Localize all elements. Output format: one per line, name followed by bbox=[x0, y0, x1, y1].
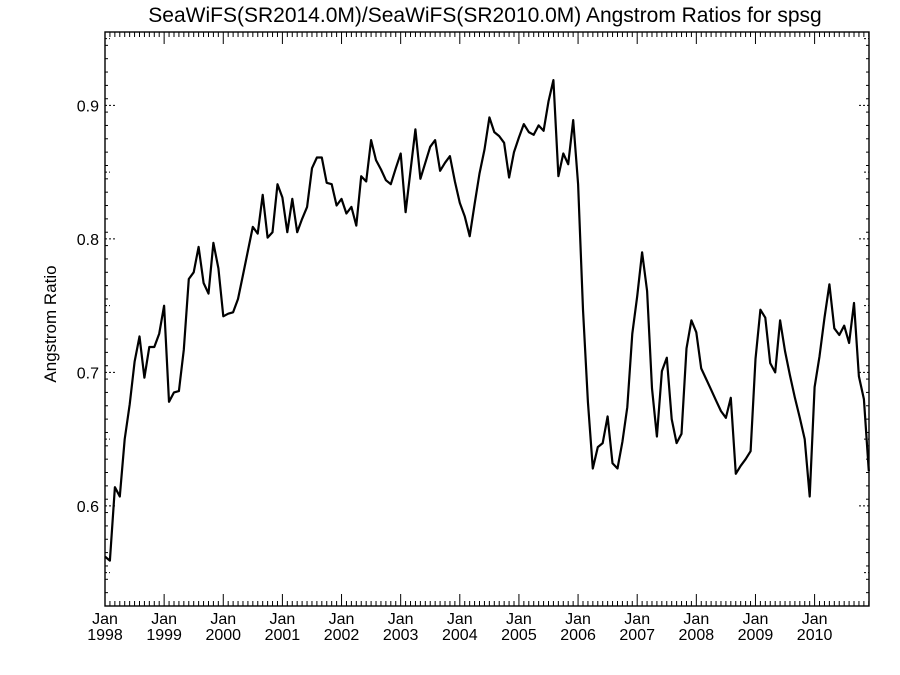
x-tick-year-label: 2005 bbox=[501, 627, 537, 644]
tick-layer bbox=[104, 31, 870, 607]
x-tick-year-label: 2008 bbox=[679, 627, 715, 644]
x-tick-month-label: Jan bbox=[447, 611, 473, 628]
x-tick-month-label: Jan bbox=[210, 611, 236, 628]
x-tick-year-label: 2002 bbox=[324, 627, 360, 644]
series-line-0 bbox=[104, 78, 870, 562]
x-tick-month-label: Jan bbox=[151, 611, 177, 628]
x-tick-month-label: Jan bbox=[388, 611, 414, 628]
plot-frame bbox=[104, 31, 870, 607]
y-axis-label: Angstrom Ratio bbox=[41, 265, 60, 382]
label-layer: 0.60.70.80.9Jan1998Jan1999Jan2000Jan2001… bbox=[77, 98, 833, 644]
x-tick-year-label: 2004 bbox=[442, 627, 478, 644]
x-tick-month-label: Jan bbox=[92, 611, 118, 628]
x-tick-year-label: 2009 bbox=[738, 627, 774, 644]
x-tick-year-label: 2003 bbox=[383, 627, 419, 644]
x-tick-year-label: 2001 bbox=[265, 627, 301, 644]
x-tick-month-label: Jan bbox=[506, 611, 532, 628]
x-tick-year-label: 2006 bbox=[560, 627, 596, 644]
x-tick-year-label: 2000 bbox=[205, 627, 241, 644]
x-tick-month-label: Jan bbox=[270, 611, 296, 628]
x-tick-year-label: 1998 bbox=[87, 627, 123, 644]
x-tick-month-label: Jan bbox=[565, 611, 591, 628]
x-tick-year-label: 1999 bbox=[146, 627, 182, 644]
x-tick-year-label: 2007 bbox=[619, 627, 655, 644]
x-tick-month-label: Jan bbox=[329, 611, 355, 628]
y-tick-label: 0.6 bbox=[77, 499, 99, 516]
series-layer bbox=[104, 78, 870, 562]
y-tick-label: 0.9 bbox=[77, 98, 99, 115]
x-tick-month-label: Jan bbox=[683, 611, 709, 628]
grid-layer bbox=[105, 38, 869, 574]
x-tick-month-label: Jan bbox=[802, 611, 828, 628]
x-tick-month-label: Jan bbox=[743, 611, 769, 628]
x-tick-month-label: Jan bbox=[624, 611, 650, 628]
y-tick-label: 0.8 bbox=[77, 232, 99, 249]
x-tick-year-label: 2010 bbox=[797, 627, 833, 644]
y-tick-label: 0.7 bbox=[77, 365, 99, 382]
chart-title: SeaWiFS(SR2014.0M)/SeaWiFS(SR2010.0M) An… bbox=[148, 4, 821, 27]
